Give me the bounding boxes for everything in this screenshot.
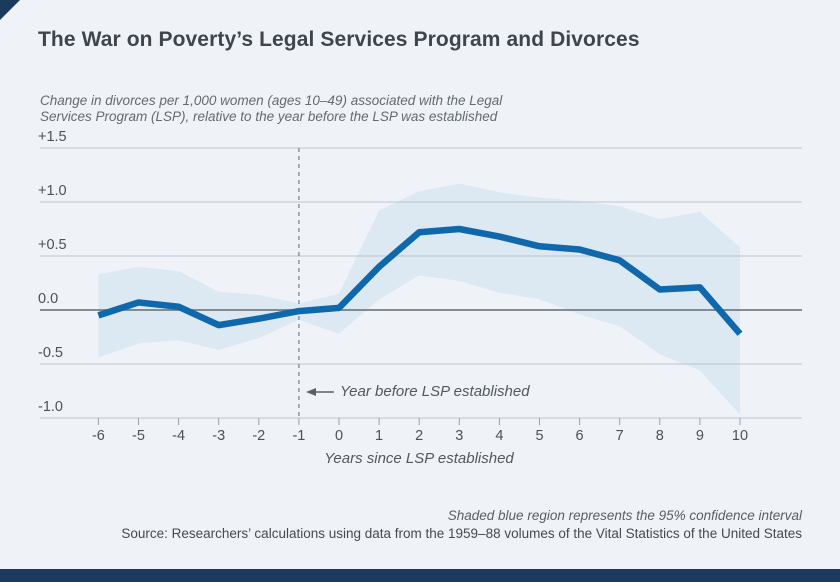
x-tick-label: 1 [375,428,384,444]
chart-title: The War on Poverty’s Legal Services Prog… [38,28,640,51]
y-tick-label: -1.0 [38,399,63,415]
x-tick-label: 10 [731,428,749,444]
x-tick-label: -2 [252,428,266,444]
x-tick-label: 2 [415,428,424,444]
x-tick-label: -1 [292,428,306,444]
source-note: Source: Researchers’ calculations using … [121,526,802,541]
x-tick-label: 8 [655,428,664,444]
y-tick-label: +1.5 [38,129,67,145]
x-tick-label: 7 [615,428,624,444]
x-tick-label: 3 [455,428,464,444]
nber-corner-triangle [0,0,20,20]
chart-footer: Shaded blue region represents the 95% co… [121,507,802,543]
nber-bottom-bar [0,569,840,582]
chart-subtitle: Change in divorces per 1,000 women (ages… [40,93,502,125]
x-tick-label: -6 [91,428,105,444]
y-tick-label: +0.5 [38,237,67,253]
y-tick-label: -0.5 [38,345,63,361]
chart-subtitle-line2: Services Program (LSP), relative to the … [40,109,498,124]
y-tick-label: 0.0 [38,291,59,307]
x-axis-title: Years since LSP established [324,450,514,467]
x-tick-label: -5 [132,428,145,444]
confidence-band [98,183,740,415]
x-tick-label: 6 [575,428,584,444]
confidence-interval-note: Shaded blue region represents the 95% co… [447,508,802,523]
y-tick-label: +1.0 [38,183,67,199]
annotation-arrow-head [306,388,316,396]
chart-subtitle-line1: Change in divorces per 1,000 women (ages… [40,93,503,108]
x-tick-label: -3 [212,428,226,444]
x-tick-label: 5 [535,428,544,444]
x-tick-label: 4 [495,428,504,444]
x-tick-label: 9 [695,428,704,444]
estimate-line [97,225,743,336]
annotation-year-before-lsp: Year before LSP established [340,383,530,400]
x-tick-label: -4 [172,428,186,444]
x-tick-label: 0 [334,428,344,444]
